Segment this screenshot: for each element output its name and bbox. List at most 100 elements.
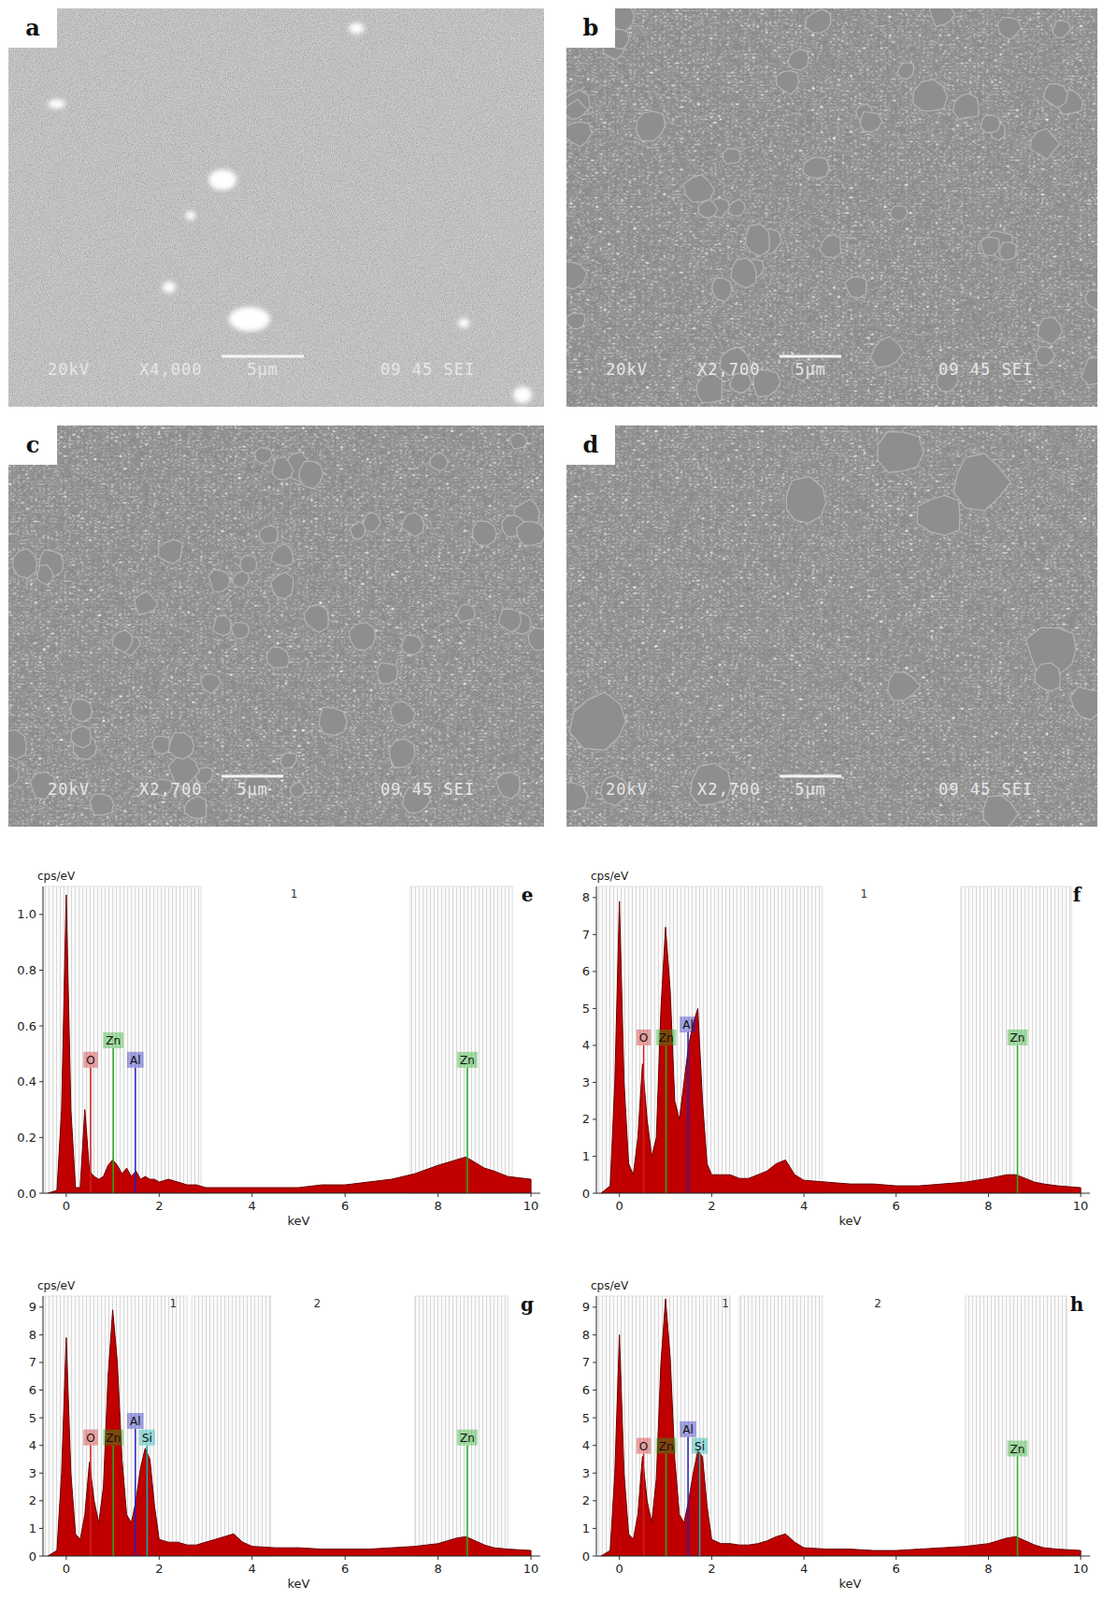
y-tick: [39, 969, 43, 971]
plate: [258, 525, 278, 544]
y-tick-label: 0: [582, 1548, 590, 1563]
x-tick-label: 2: [155, 1561, 163, 1576]
element-label-box: [139, 1429, 156, 1446]
spectrum-panel: 10246810012345678cps/eVkeVOZnAlZnf: [582, 869, 1090, 1228]
y-tick-label: 1: [28, 1520, 37, 1535]
label-box: [8, 8, 58, 48]
y-tick-label: 8: [28, 1327, 37, 1342]
plate: [429, 452, 448, 471]
y-tick: [592, 1155, 597, 1157]
info: 09 45 SEI: [938, 779, 1033, 799]
x-axis: [596, 1192, 1090, 1194]
y-tick-label: 6: [582, 963, 590, 978]
spectrum: [601, 1298, 1081, 1556]
plate: [1052, 20, 1071, 39]
element-line: [134, 1428, 137, 1556]
plate: [916, 495, 960, 536]
panel-label: c: [26, 430, 41, 459]
plate: [152, 735, 170, 754]
plate: [213, 615, 232, 635]
y-tick: [39, 1333, 43, 1335]
magnification: X2,700: [139, 779, 202, 799]
sem-background: [8, 8, 545, 407]
element-label-box: [127, 1412, 144, 1429]
element-label: O: [639, 1439, 648, 1453]
panel-label: b: [583, 14, 600, 42]
element-label-box: [679, 1420, 697, 1437]
element-line: [643, 1453, 645, 1556]
element-label: Zn: [658, 1439, 674, 1453]
plate: [184, 795, 207, 818]
panel-label: f: [1073, 883, 1083, 906]
y-tick: [592, 1472, 597, 1474]
energy-band: [960, 886, 1072, 1193]
plate: [712, 277, 732, 301]
plate: [952, 93, 979, 119]
y-tick-label: 7: [582, 1354, 590, 1369]
plot-area: [47, 1309, 531, 1556]
y-tick: [39, 1472, 43, 1474]
plate: [230, 622, 250, 639]
panel-label: e: [521, 883, 534, 906]
plate: [566, 313, 586, 330]
panel-label: a: [25, 14, 41, 42]
plate: [776, 70, 800, 95]
x-tick-label: 8: [433, 1198, 442, 1213]
x-tick: [158, 1555, 160, 1560]
element-line: [89, 1067, 92, 1193]
plate: [569, 691, 626, 750]
voltage: 20kV: [605, 359, 648, 379]
plate: [271, 572, 294, 600]
plot-area: [47, 894, 531, 1193]
y-axis-title: cps/eV: [590, 869, 630, 883]
x-tick-label: 6: [892, 1198, 901, 1213]
label-box: [566, 425, 616, 465]
y-tick-label: 2: [582, 1492, 590, 1507]
plate: [566, 260, 588, 289]
plate: [349, 521, 365, 539]
x-tick: [158, 1192, 160, 1197]
sem-texture: [566, 8, 1098, 407]
plate: [299, 460, 323, 488]
scale-bar: [779, 774, 842, 778]
sem-background: [566, 8, 1098, 407]
element-line: [89, 1445, 92, 1556]
y-axis-title: cps/eV: [590, 1278, 630, 1292]
particle: [458, 318, 470, 329]
plate: [499, 608, 522, 632]
x-tick-label: 10: [523, 1198, 540, 1213]
x-axis: [42, 1555, 541, 1557]
x-tick: [711, 1192, 713, 1197]
element-label-box: [656, 1029, 677, 1046]
plate: [980, 114, 1001, 133]
element-label-box: [83, 1051, 98, 1068]
x-tick: [251, 1555, 253, 1560]
y-tick: [592, 1081, 597, 1083]
scale-bar: [779, 355, 842, 359]
x-axis: [42, 1192, 541, 1194]
y-tick: [39, 1192, 43, 1194]
plate: [890, 205, 908, 222]
plate: [1038, 316, 1063, 344]
y-tick-label: 6: [582, 1382, 590, 1397]
element-line: [466, 1067, 469, 1193]
y-tick: [39, 1136, 43, 1138]
x-tick: [1080, 1192, 1082, 1197]
element-line: [112, 1047, 115, 1193]
plate: [723, 148, 742, 165]
y-tick-label: 5: [28, 1410, 37, 1425]
particle: [229, 306, 271, 331]
x-tick: [530, 1192, 532, 1197]
plate: [134, 591, 158, 616]
y-tick: [592, 1044, 597, 1046]
element-line: [699, 1453, 702, 1556]
plate: [200, 673, 222, 694]
y-tick: [39, 1305, 43, 1307]
energy-band: [191, 1295, 272, 1556]
element-label-box: [636, 1029, 651, 1046]
spectrum-panel: 1202468100123456789cps/eVkeVOZnAlSiZnh: [582, 1278, 1090, 1591]
element-label: Zn: [459, 1053, 475, 1067]
region-label: 2: [314, 1296, 322, 1310]
element-label-box: [102, 1031, 124, 1048]
element-label-box: [102, 1429, 124, 1446]
